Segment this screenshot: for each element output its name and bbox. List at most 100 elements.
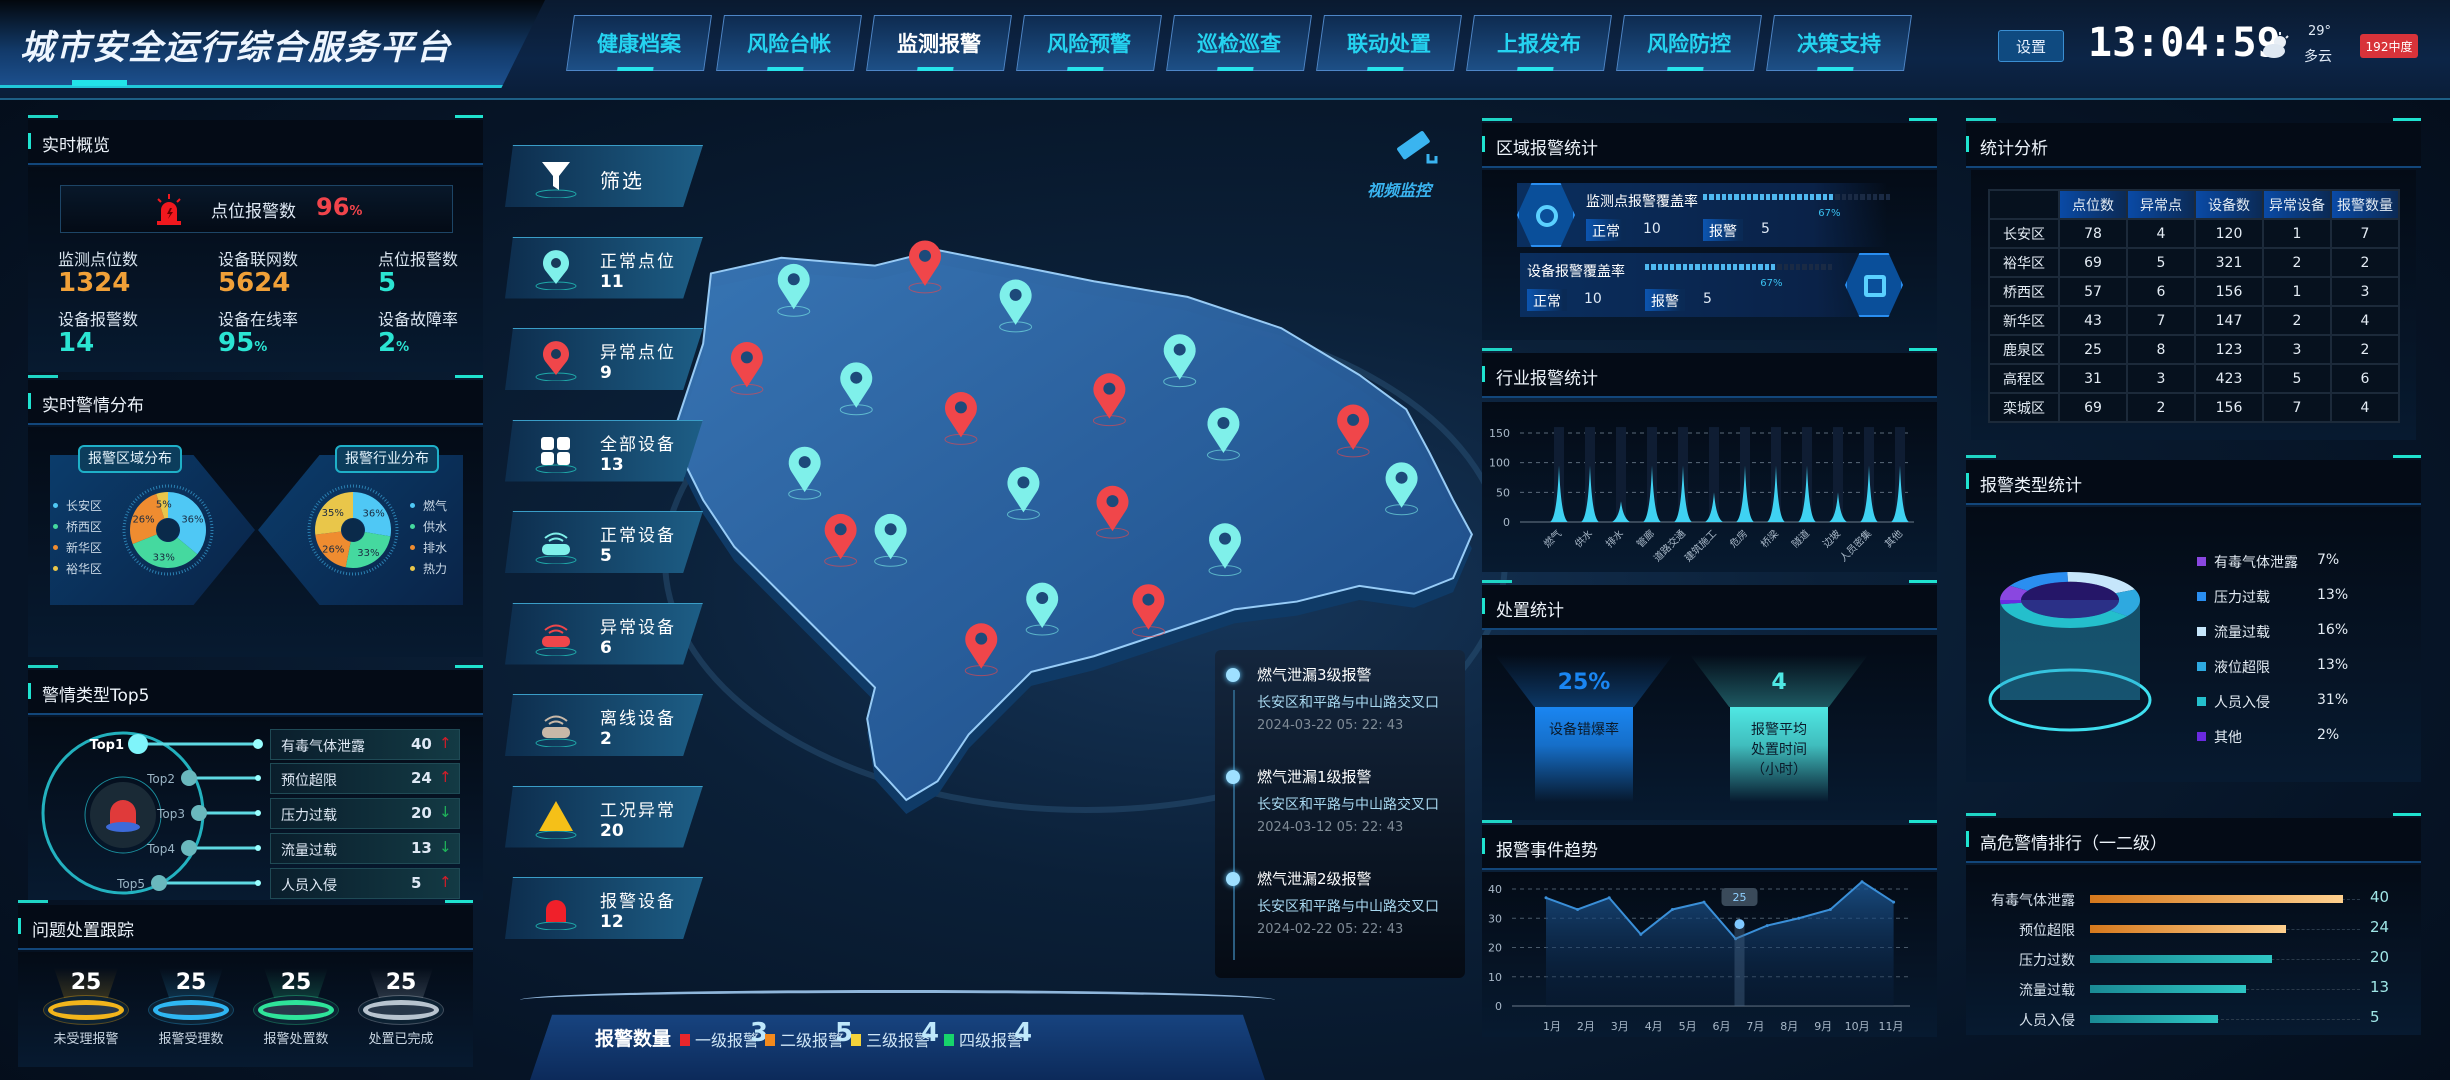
arrow-down-icon: ↓: [439, 803, 452, 821]
abnormal-pin[interactable]: [1131, 584, 1165, 638]
x-tick-label: 1月: [1543, 1020, 1561, 1033]
filter-button[interactable]: 筛选: [505, 145, 703, 207]
rank-label: 人员入侵: [2019, 1013, 2075, 1029]
tab-1[interactable]: 健康档案: [566, 15, 712, 71]
abnormal-pin[interactable]: [1092, 373, 1126, 427]
table-cell: 5: [2126, 247, 2196, 278]
top5-row[interactable]: 有毒气体泄露 40 ↑: [270, 729, 460, 760]
top5-node: [191, 805, 207, 821]
trend-point: [1734, 937, 1738, 941]
top5-row[interactable]: 压力过载 20 ↓: [270, 798, 460, 829]
table-cell: 3: [2262, 334, 2332, 365]
pie2-slice-label: 33%: [357, 548, 379, 559]
alarm-siren-icon: [152, 192, 186, 226]
top5-row[interactable]: 流量过载 13 ↓: [270, 833, 460, 864]
coverage-bar: [1703, 194, 1890, 200]
title-panel: 城市安全运行综合服务平台: [0, 0, 545, 88]
tab-6[interactable]: 联动处置: [1316, 15, 1462, 71]
abnormal-pin[interactable]: [730, 342, 764, 395]
table-cell: 69: [2058, 392, 2128, 423]
warning-gear-icon: [539, 800, 573, 831]
tab-8[interactable]: 风险防控: [1616, 15, 1762, 71]
bar-其他: [1891, 465, 1909, 522]
normal-pin[interactable]: [1208, 523, 1242, 577]
pie2-slice-label: 36%: [363, 509, 385, 520]
normal-pin[interactable]: [788, 446, 822, 500]
pie1-slice-label: 5%: [156, 499, 172, 510]
timeline-dot: [1226, 872, 1240, 886]
table-row[interactable]: 新华区 43 7 147 2 4: [1988, 305, 2400, 336]
rank-value: 40: [2370, 888, 2390, 906]
filter-item[interactable]: 正常设备 5: [505, 511, 703, 573]
table-row[interactable]: 高程区 31 3 423 5 6: [1988, 363, 2400, 394]
abnormal-pin[interactable]: [824, 513, 858, 567]
filter-item[interactable]: 异常设备 6: [505, 602, 703, 665]
top5-value: 5: [411, 874, 422, 892]
abnormal-pin[interactable]: [908, 240, 942, 294]
abnormal-pin[interactable]: [1336, 404, 1370, 458]
coverage-bar: [1645, 264, 1832, 270]
legend-dot: [53, 545, 58, 550]
normal-pin[interactable]: [1163, 334, 1197, 388]
trend-point: [1544, 896, 1548, 900]
table-row[interactable]: 鹿泉区 25 8 123 3 2: [1988, 334, 2400, 365]
arrow-up-icon: ↑: [439, 734, 452, 752]
top5-row[interactable]: 预位超限 24 ↑: [270, 763, 460, 794]
trend-point: [1607, 896, 1611, 900]
normal-pin[interactable]: [777, 263, 811, 317]
normal-pin[interactable]: [1385, 462, 1419, 516]
legend-percent: 31%: [2317, 692, 2349, 708]
abnormal-pin[interactable]: [964, 623, 998, 677]
grid-cell: [557, 436, 570, 450]
stat-number: 1324: [58, 268, 131, 298]
tab-7[interactable]: 上报发布: [1466, 15, 1612, 71]
normal-pin[interactable]: [1206, 407, 1240, 461]
video-camera-icon[interactable]: [1392, 128, 1440, 168]
tab-5[interactable]: 巡检巡查: [1166, 15, 1312, 71]
tab-3[interactable]: 监测报警: [866, 15, 1012, 71]
video-monitor-label[interactable]: 视频监控: [1367, 181, 1432, 200]
tab-9[interactable]: 决策支持: [1766, 15, 1912, 71]
filter-item[interactable]: 异常点位 9: [505, 328, 703, 390]
filter-item[interactable]: 正常点位 11: [505, 236, 703, 299]
normal-pin[interactable]: [1006, 467, 1040, 520]
coverage-segment: [1873, 194, 1878, 200]
wifi-arcs: [544, 715, 568, 725]
normal-pin[interactable]: [999, 279, 1033, 333]
table-row[interactable]: 长安区 78 4 120 1 7: [1988, 218, 2400, 249]
legend-swatch: [2197, 627, 2206, 636]
top5-rank: Top5: [116, 877, 145, 891]
normal-pin[interactable]: [839, 362, 873, 416]
filter-item[interactable]: 离线设备 2: [505, 694, 703, 756]
map-pin-icon: [1385, 462, 1418, 508]
abnormal-pin[interactable]: [1096, 485, 1129, 539]
filter-item[interactable]: 报警设备 12: [505, 877, 703, 939]
settings-button[interactable]: 设置: [1998, 30, 2064, 62]
tab-4[interactable]: 风险预警: [1016, 15, 1162, 71]
high-risk-panel: [1966, 865, 2421, 1035]
legend-name: 人员入侵: [2214, 695, 2270, 711]
normal-pin[interactable]: [1025, 582, 1059, 636]
stat-unit: %: [396, 340, 410, 355]
cylinder-hole: [2021, 581, 2119, 619]
filter-item[interactable]: 工况异常 20: [505, 785, 703, 848]
coverage-segment: [1714, 264, 1719, 270]
rank-value: 13: [2370, 978, 2390, 996]
table-row[interactable]: 栾城区 69 2 156 7 4: [1988, 392, 2400, 423]
normal-pin[interactable]: [874, 513, 908, 567]
abnormal-pin[interactable]: [944, 392, 978, 445]
map-pin-icon: [840, 362, 873, 408]
pin-hole: [551, 257, 561, 268]
wifi-arcs: [544, 624, 568, 634]
trend-line-chart[interactable]: 0 10 20 30 40 1月 2月 3月 4月 5月 6月 7月 8月 9月 10月 11月 25: [1482, 872, 1937, 1042]
alarm-rate-label: 点位报警数: [211, 202, 296, 222]
filter-name: 正常设备: [600, 526, 676, 546]
filter-item[interactable]: 全部设备 13: [505, 419, 703, 482]
table-row[interactable]: 裕华区 69 5 321 2 2: [1988, 247, 2400, 278]
top5-row[interactable]: 人员入侵 5 ↑: [270, 868, 460, 899]
distribution-tag: 报警行业分布: [335, 445, 439, 473]
table-row[interactable]: 桥西区 57 6 156 1 3: [1988, 276, 2400, 307]
table-cell: 1: [2262, 276, 2332, 307]
x-tick-label: 隧道: [1789, 527, 1812, 550]
tab-2[interactable]: 风险台帐: [716, 15, 862, 71]
